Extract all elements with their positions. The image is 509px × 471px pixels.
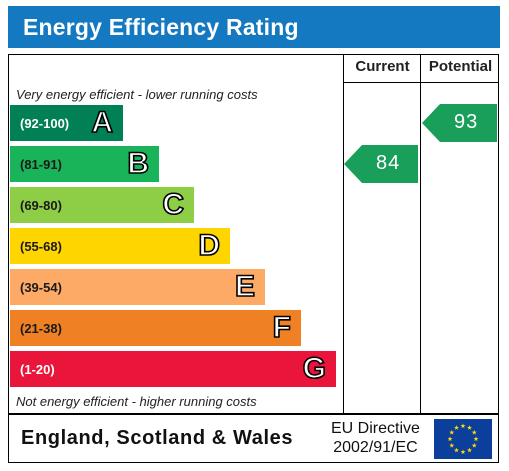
eu-star-icon (467, 425, 472, 430)
band-g-letter: G (302, 351, 327, 386)
directive-line-1: EU Directive (331, 420, 420, 437)
current-rating-arrow: 84 (344, 145, 419, 183)
band-b-range: (81-91) (20, 157, 62, 172)
column-divider-current (343, 54, 344, 414)
band-e-letter: E (234, 269, 256, 304)
eu-star-icon (447, 436, 453, 442)
current-arrow-polygon (344, 145, 418, 183)
band-g: (1-20) G (10, 351, 336, 387)
eu-star-icon (467, 447, 472, 453)
current-arrow-shape (344, 145, 418, 183)
eu-star-icon (471, 442, 477, 448)
potential-column-header: Potential (428, 58, 493, 75)
band-f: (21-38) F (10, 310, 301, 346)
band-d-letter: D (198, 228, 221, 263)
band-a: (92-100) A (10, 105, 123, 141)
top-note: Very energy efficient - lower running co… (16, 87, 258, 102)
eu-star-icon (471, 429, 477, 435)
band-d: (55-68) D (10, 228, 230, 264)
current-column-header: Current (355, 58, 410, 75)
band-a-range: (92-100) (20, 116, 70, 131)
potential-rating-arrow: 93 (422, 104, 498, 142)
eu-star-icon (473, 436, 479, 442)
band-c-letter: C (162, 187, 185, 222)
potential-arrow-polygon (422, 104, 497, 142)
eu-star-icon (460, 423, 466, 429)
eu-star-icon (449, 442, 455, 448)
bottom-note: Not energy efficient - higher running co… (16, 394, 257, 409)
eu-directive: EU Directive 2002/91/EC (331, 419, 420, 457)
band-g-range: (1-20) (20, 362, 55, 377)
band-f-letter: F (272, 310, 292, 345)
potential-arrow-shape (422, 104, 497, 142)
band-a-letter: A (91, 105, 114, 140)
band-d-range: (55-68) (20, 239, 62, 254)
title-bar: Energy Efficiency Rating (8, 6, 500, 48)
eu-star-icon (454, 425, 459, 430)
footer: England, Scotland & Wales EU Directive 2… (8, 414, 499, 463)
header-divider (343, 82, 499, 83)
eu-star-icon (454, 447, 459, 453)
band-e: (39-54) E (10, 269, 265, 305)
column-divider-potential (420, 54, 421, 414)
band-b: (81-91) B (10, 146, 159, 182)
page-title: Energy Efficiency Rating (23, 14, 299, 40)
eu-star-icon (460, 449, 466, 455)
directive-line-2: 2002/91/EC (333, 439, 418, 456)
band-f-range: (21-38) (20, 321, 62, 336)
eu-flag-icon (434, 419, 492, 459)
region-label: England, Scotland & Wales (21, 427, 294, 449)
band-e-range: (39-54) (20, 280, 62, 295)
band-c: (69-80) C (10, 187, 194, 223)
eu-star-icon (449, 429, 455, 435)
band-b-letter: B (127, 146, 150, 181)
rating-table (8, 54, 499, 414)
potential-rating-value: 93 (454, 111, 479, 133)
current-rating-value: 84 (376, 152, 401, 174)
band-c-range: (69-80) (20, 198, 62, 213)
